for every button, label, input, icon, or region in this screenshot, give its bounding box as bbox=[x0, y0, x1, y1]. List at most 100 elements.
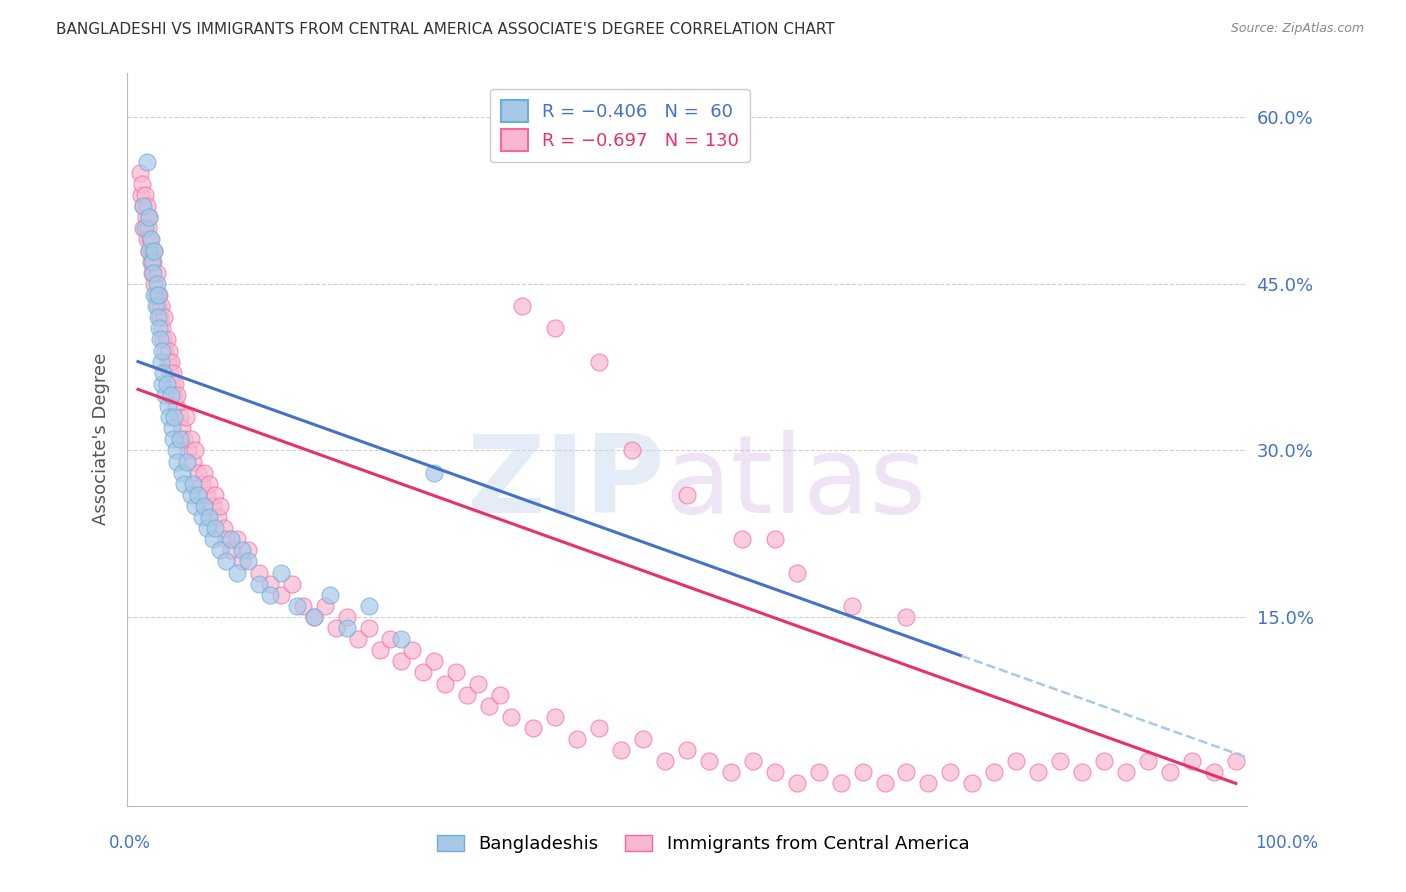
Point bbox=[201, 533, 224, 547]
Point bbox=[165, 443, 187, 458]
Point bbox=[1159, 765, 1181, 780]
Point bbox=[446, 665, 468, 680]
Point bbox=[180, 488, 202, 502]
Point bbox=[212, 521, 235, 535]
Point bbox=[163, 388, 186, 402]
Point bbox=[173, 432, 195, 446]
Point bbox=[138, 244, 160, 258]
Point bbox=[155, 332, 177, 346]
Point bbox=[145, 277, 167, 291]
Text: 0.0%: 0.0% bbox=[108, 834, 150, 852]
Point bbox=[412, 665, 434, 680]
Point bbox=[939, 765, 962, 780]
Point bbox=[134, 188, 156, 202]
Point bbox=[132, 199, 155, 213]
Point bbox=[231, 554, 253, 568]
Point bbox=[247, 566, 270, 580]
Legend: Bangladeshis, Immigrants from Central America: Bangladeshis, Immigrants from Central Am… bbox=[429, 828, 977, 861]
Point bbox=[198, 510, 221, 524]
Point bbox=[143, 244, 166, 258]
Point bbox=[148, 288, 170, 302]
Point bbox=[259, 588, 281, 602]
Point bbox=[225, 533, 247, 547]
Point bbox=[285, 599, 308, 613]
Point bbox=[162, 432, 184, 446]
Point bbox=[204, 521, 226, 535]
Point bbox=[391, 632, 413, 647]
Point bbox=[207, 510, 229, 524]
Point bbox=[225, 566, 247, 580]
Point bbox=[131, 177, 153, 191]
Point bbox=[917, 776, 939, 790]
Point bbox=[544, 321, 567, 335]
Point bbox=[146, 310, 169, 325]
Point bbox=[467, 676, 489, 690]
Point bbox=[302, 610, 325, 624]
Point bbox=[135, 154, 157, 169]
Point bbox=[314, 599, 336, 613]
Point bbox=[280, 576, 302, 591]
Point bbox=[160, 421, 183, 435]
Point bbox=[153, 310, 176, 325]
Point bbox=[141, 244, 163, 258]
Point bbox=[1026, 765, 1049, 780]
Point bbox=[174, 410, 197, 425]
Point bbox=[135, 232, 157, 246]
Point bbox=[195, 521, 218, 535]
Point bbox=[763, 765, 786, 780]
Point bbox=[763, 533, 786, 547]
Point bbox=[291, 599, 314, 613]
Point bbox=[401, 643, 423, 657]
Point bbox=[139, 232, 162, 246]
Point bbox=[148, 321, 170, 335]
Point bbox=[187, 466, 209, 480]
Point bbox=[236, 554, 259, 568]
Point bbox=[150, 354, 173, 368]
Point bbox=[141, 254, 163, 268]
Point bbox=[143, 288, 166, 302]
Point bbox=[786, 776, 808, 790]
Point bbox=[150, 343, 173, 358]
Point bbox=[155, 376, 177, 391]
Point bbox=[1137, 754, 1160, 768]
Point bbox=[129, 166, 152, 180]
Point bbox=[1005, 754, 1028, 768]
Point bbox=[741, 754, 763, 768]
Point bbox=[380, 632, 402, 647]
Point bbox=[501, 710, 523, 724]
Point bbox=[160, 354, 183, 368]
Point bbox=[807, 765, 830, 780]
Point bbox=[190, 510, 212, 524]
Point bbox=[231, 543, 253, 558]
Point bbox=[187, 488, 209, 502]
Point bbox=[346, 632, 368, 647]
Point bbox=[731, 533, 754, 547]
Point bbox=[177, 443, 200, 458]
Point bbox=[129, 188, 152, 202]
Point bbox=[676, 743, 699, 757]
Legend: R = −0.406   N =  60, R = −0.697   N = 130: R = −0.406 N = 60, R = −0.697 N = 130 bbox=[489, 89, 749, 162]
Point bbox=[138, 211, 160, 225]
Point bbox=[143, 244, 166, 258]
Text: 100.0%: 100.0% bbox=[1256, 834, 1317, 852]
Point bbox=[621, 443, 644, 458]
Point bbox=[478, 698, 501, 713]
Point bbox=[145, 299, 167, 313]
Point bbox=[149, 332, 172, 346]
Point bbox=[157, 343, 180, 358]
Point bbox=[610, 743, 633, 757]
Point bbox=[165, 376, 187, 391]
Point bbox=[143, 277, 166, 291]
Point bbox=[176, 454, 198, 468]
Point bbox=[169, 410, 191, 425]
Point bbox=[136, 221, 159, 235]
Point bbox=[368, 643, 391, 657]
Point bbox=[962, 776, 984, 790]
Point bbox=[162, 366, 184, 380]
Point bbox=[201, 499, 224, 513]
Point bbox=[163, 410, 186, 425]
Point bbox=[141, 232, 163, 246]
Point bbox=[873, 776, 896, 790]
Point bbox=[631, 732, 654, 747]
Point bbox=[247, 576, 270, 591]
